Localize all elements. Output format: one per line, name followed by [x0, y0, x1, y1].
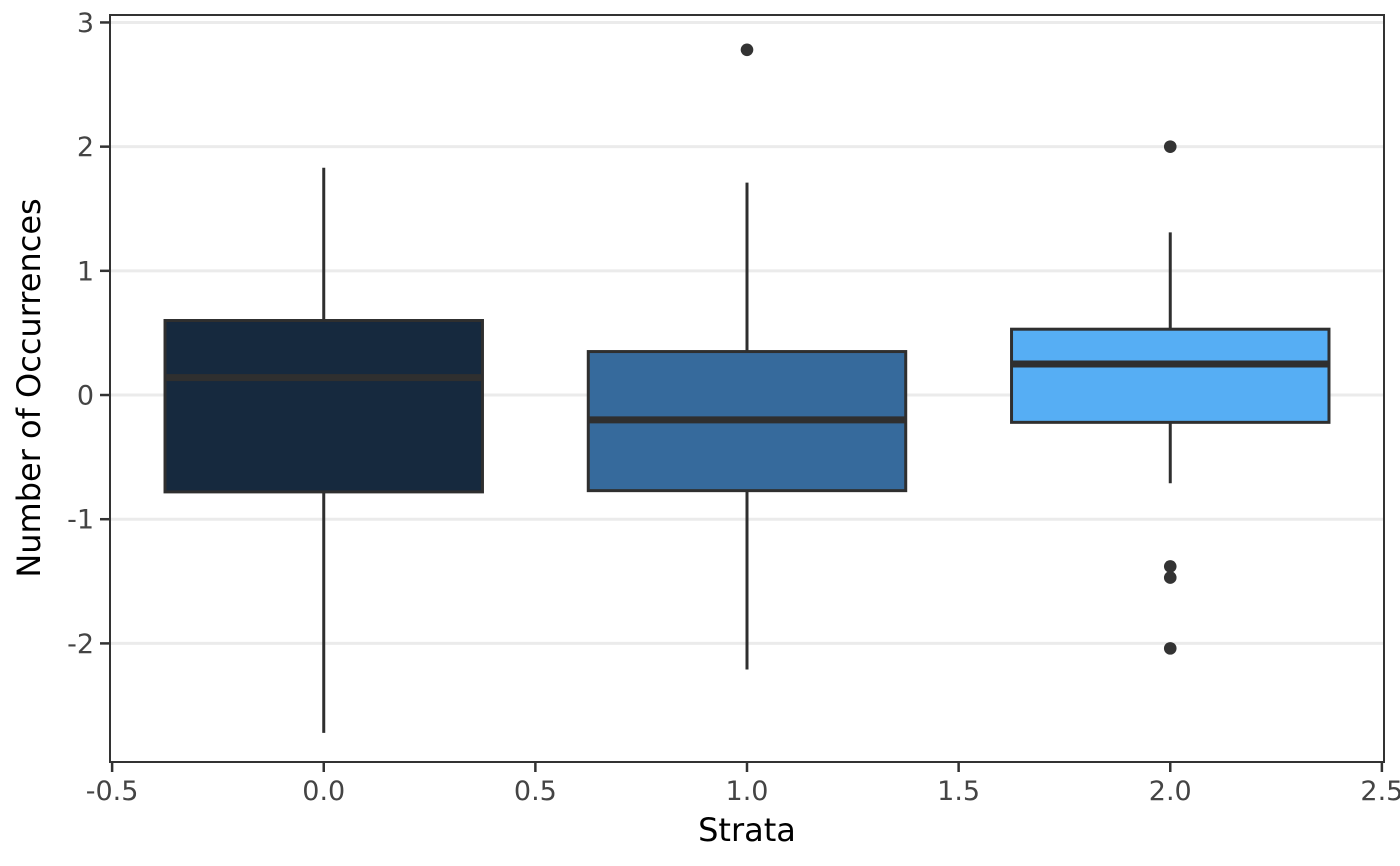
x-tick-label: 2.0: [1149, 776, 1192, 807]
outlier-point: [1163, 140, 1177, 153]
outlier-point: [1163, 560, 1177, 573]
y-tick-label: -2: [67, 629, 94, 660]
y-tick-label: 1: [77, 256, 94, 287]
axis-ticks-layer: -0.5 0.0 0.5 1.0 1.5 2.0 2.5 3 2 1 0 -1 -2: [67, 8, 1400, 807]
y-tick-label: -1: [67, 505, 94, 536]
y-tick-label: 2: [77, 132, 94, 163]
x-tick-label: -0.5: [86, 776, 139, 807]
y-tick-label: 3: [77, 8, 94, 39]
x-tick-label: 0.5: [514, 776, 557, 807]
y-tick-label: 0: [77, 381, 94, 412]
outlier-point: [1163, 642, 1177, 655]
boxes-layer: [163, 43, 1331, 733]
x-tick-label: 1.5: [937, 776, 980, 807]
x-tick-label: 2.5: [1360, 776, 1400, 807]
y-axis-title: Number of Occurrences: [10, 198, 48, 577]
box-rect: [1010, 327, 1331, 424]
x-axis-title: Strata: [698, 811, 796, 849]
outlier-point: [740, 43, 754, 57]
x-tick-label: 1.0: [726, 776, 769, 807]
outlier-point: [1163, 571, 1177, 584]
x-tick-label: 0.0: [302, 776, 345, 807]
box-rect: [163, 319, 484, 494]
